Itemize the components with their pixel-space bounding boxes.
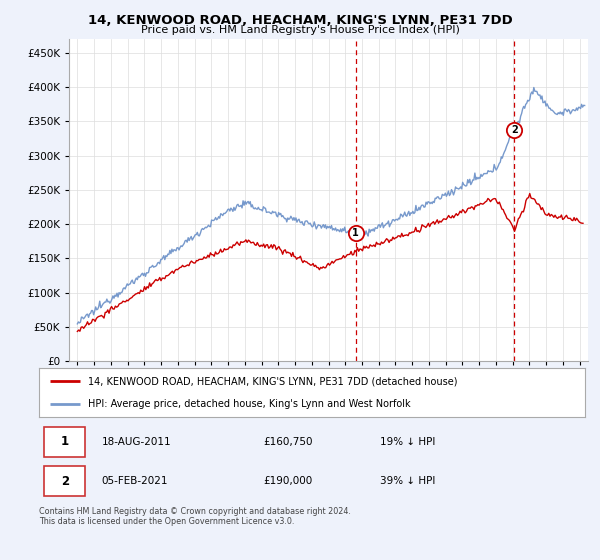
Text: £190,000: £190,000 xyxy=(263,476,312,486)
Text: Price paid vs. HM Land Registry's House Price Index (HPI): Price paid vs. HM Land Registry's House … xyxy=(140,25,460,35)
Text: 14, KENWOOD ROAD, HEACHAM, KING'S LYNN, PE31 7DD (detached house): 14, KENWOOD ROAD, HEACHAM, KING'S LYNN, … xyxy=(88,376,458,386)
Text: 1: 1 xyxy=(352,228,359,238)
Text: 18-AUG-2011: 18-AUG-2011 xyxy=(102,437,172,447)
Text: 2: 2 xyxy=(511,125,518,135)
Text: 05-FEB-2021: 05-FEB-2021 xyxy=(102,476,168,486)
Text: Contains HM Land Registry data © Crown copyright and database right 2024.
This d: Contains HM Land Registry data © Crown c… xyxy=(39,507,351,526)
Text: 1: 1 xyxy=(61,435,69,449)
Text: £160,750: £160,750 xyxy=(263,437,313,447)
FancyBboxPatch shape xyxy=(44,427,85,457)
Text: 2: 2 xyxy=(61,474,69,488)
Text: 39% ↓ HPI: 39% ↓ HPI xyxy=(380,476,436,486)
Text: 19% ↓ HPI: 19% ↓ HPI xyxy=(380,437,436,447)
Text: 14, KENWOOD ROAD, HEACHAM, KING'S LYNN, PE31 7DD: 14, KENWOOD ROAD, HEACHAM, KING'S LYNN, … xyxy=(88,14,512,27)
Text: HPI: Average price, detached house, King's Lynn and West Norfolk: HPI: Average price, detached house, King… xyxy=(88,399,411,409)
FancyBboxPatch shape xyxy=(44,466,85,496)
